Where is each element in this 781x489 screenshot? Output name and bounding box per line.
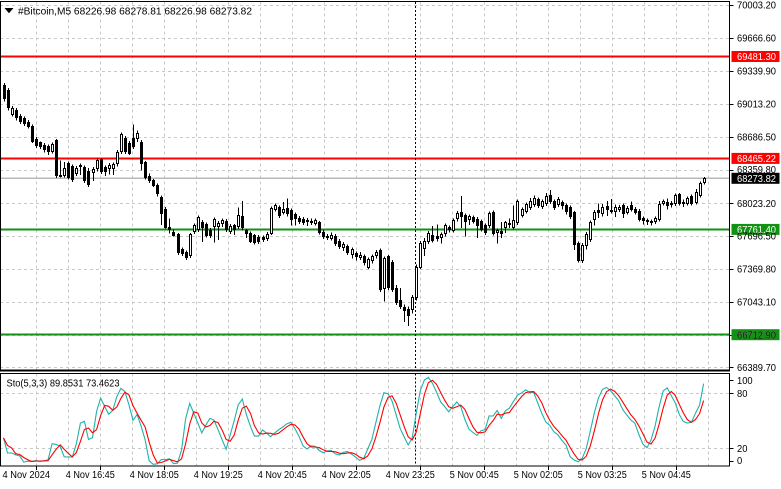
svg-text:4 Nov 2024: 4 Nov 2024 xyxy=(3,470,51,481)
svg-text:68686.50: 68686.50 xyxy=(737,132,776,143)
svg-text:68359.80: 68359.80 xyxy=(737,165,776,176)
svg-text:5 Nov 03:25: 5 Nov 03:25 xyxy=(578,470,627,481)
svg-text:4 Nov 19:25: 4 Nov 19:25 xyxy=(194,470,243,481)
svg-text:69013.20: 69013.20 xyxy=(737,100,776,111)
svg-text:69339.90: 69339.90 xyxy=(737,67,776,78)
svg-text:4 Nov 16:45: 4 Nov 16:45 xyxy=(66,470,115,481)
svg-text:5 Nov 02:05: 5 Nov 02:05 xyxy=(514,470,563,481)
svg-text:69481.30: 69481.30 xyxy=(737,52,776,63)
svg-text:67761.40: 67761.40 xyxy=(737,225,776,236)
svg-text:80: 80 xyxy=(737,389,748,400)
svg-text:66389.70: 66389.70 xyxy=(737,363,776,374)
svg-text:67696.50: 67696.50 xyxy=(737,232,776,243)
svg-text:5 Nov 04:45: 5 Nov 04:45 xyxy=(642,470,691,481)
svg-text:5 Nov 00:45: 5 Nov 00:45 xyxy=(450,470,499,481)
svg-text:100: 100 xyxy=(737,376,753,387)
svg-text:68023.20: 68023.20 xyxy=(737,199,776,210)
svg-text:66712.90: 66712.90 xyxy=(737,330,776,341)
svg-text:70003.20: 70003.20 xyxy=(737,1,776,12)
svg-text:20: 20 xyxy=(737,444,748,455)
svg-text:4 Nov 20:45: 4 Nov 20:45 xyxy=(258,470,307,481)
svg-text:4 Nov 22:05: 4 Nov 22:05 xyxy=(322,470,371,481)
svg-text:69666.60: 69666.60 xyxy=(737,34,776,45)
svg-text:0: 0 xyxy=(737,456,743,467)
svg-text:67369.80: 67369.80 xyxy=(737,265,776,276)
svg-text:4 Nov 18:05: 4 Nov 18:05 xyxy=(130,470,179,481)
svg-text:68465.22: 68465.22 xyxy=(737,154,776,165)
svg-text:#Bitcoin,M5 68226.98 68278.81: #Bitcoin,M5 68226.98 68278.81 68226.98 6… xyxy=(18,7,252,18)
svg-text:66712.90: 66712.90 xyxy=(737,330,776,341)
svg-text:4 Nov 23:25: 4 Nov 23:25 xyxy=(386,470,435,481)
svg-text:68273.82: 68273.82 xyxy=(737,174,776,185)
svg-text:Sto(5,3,3) 89.8531 73.4623: Sto(5,3,3) 89.8531 73.4623 xyxy=(7,379,120,390)
svg-text:67043.10: 67043.10 xyxy=(737,297,776,308)
